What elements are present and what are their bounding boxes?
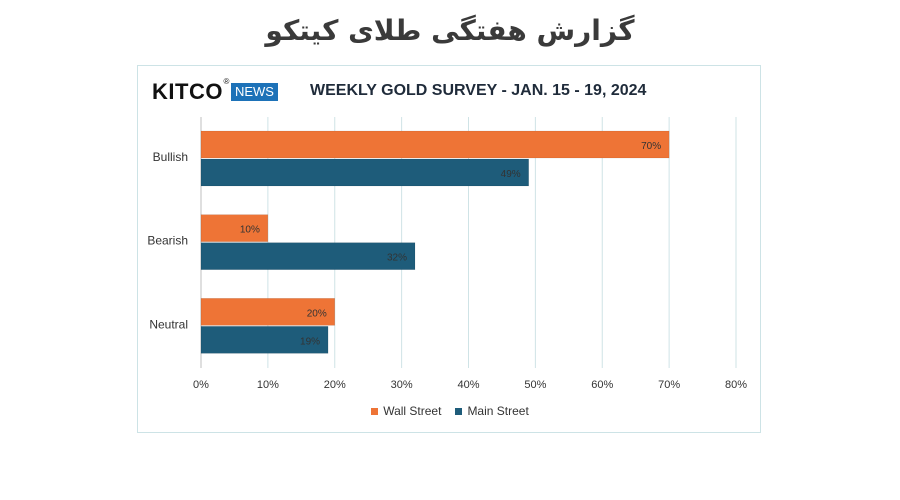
x-tick-label: 60% [591, 379, 613, 391]
logo-news-tag: NEWS [230, 83, 278, 101]
x-tick-label: 0% [193, 379, 209, 391]
legend-label-main-street: Main Street [467, 404, 529, 418]
data-label: 19% [300, 336, 320, 347]
data-label: 49% [501, 169, 521, 180]
x-tick-label: 50% [524, 379, 546, 391]
data-label: 32% [387, 253, 407, 264]
data-label: 20% [307, 308, 327, 319]
x-tick-label: 30% [391, 379, 413, 391]
chart-legend: Wall Street Main Street [0, 404, 900, 418]
x-tick-label: 40% [457, 379, 479, 391]
bar [200, 298, 335, 326]
bar [200, 214, 269, 242]
category-label: Bearish [147, 234, 188, 248]
legend-swatch-main-street [455, 407, 463, 415]
legend-item-wall-street: Wall Street [371, 404, 441, 418]
kitco-news-logo: KITCO ® NEWS [152, 77, 278, 104]
page-title: گزارش هفتگی طلای کیتکو [265, 14, 635, 47]
x-tick-label: 10% [257, 379, 279, 391]
legend-swatch-wall-street [371, 407, 379, 415]
category-label: Bullish [153, 150, 188, 164]
bar [200, 326, 329, 354]
data-label: 10% [240, 225, 260, 236]
x-tick-label: 80% [725, 379, 747, 391]
x-tick-label: 20% [324, 379, 346, 391]
data-label: 70% [641, 141, 661, 152]
registered-mark: ® [223, 77, 230, 86]
category-label: Neutral [149, 317, 188, 331]
legend-item-main-street: Main Street [455, 404, 529, 418]
x-tick-label: 70% [658, 379, 680, 391]
chart-title: WEEKLY GOLD SURVEY - JAN. 15 - 19, 2024 [310, 82, 647, 99]
logo-brand: KITCO ® [152, 77, 230, 104]
legend-label-wall-street: Wall Street [383, 404, 442, 418]
bar [200, 158, 529, 187]
bar [200, 130, 670, 159]
bar [200, 242, 416, 270]
